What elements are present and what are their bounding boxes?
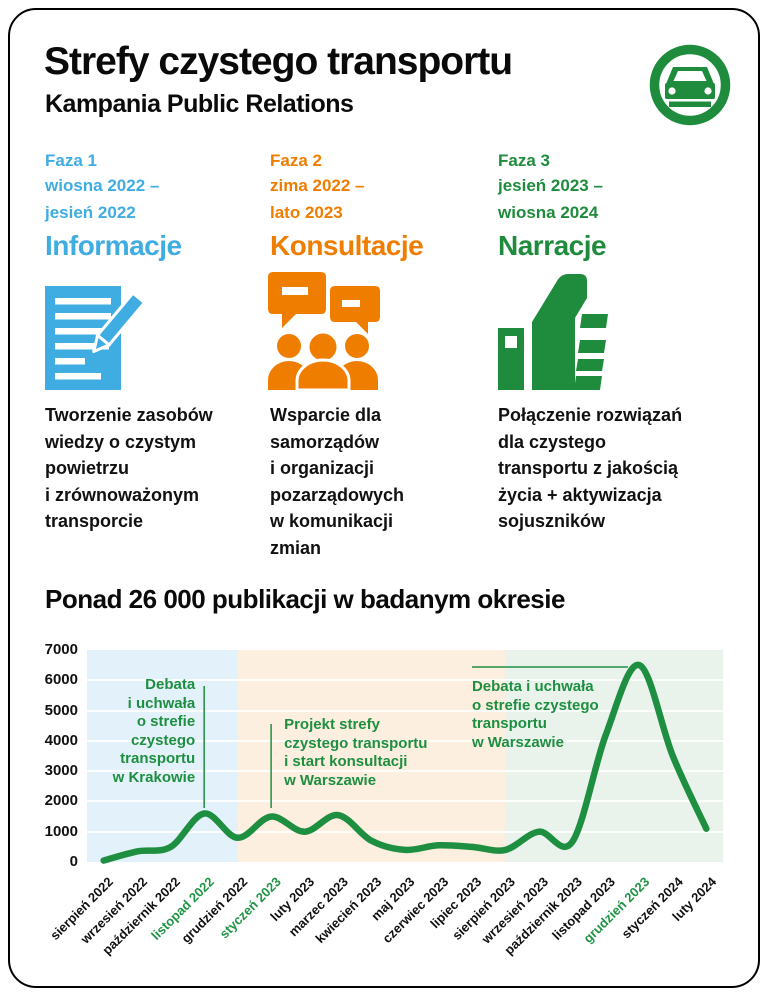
phase-3-label: Faza 3 [498, 151, 550, 170]
phase-3-description: Połączenie rozwiązań dla czystego transp… [498, 405, 683, 531]
phase-3-header: Faza 3 jesień 2023 – wiosna 2024 Narracj… [498, 150, 718, 262]
y-axis-label: 4000 [44, 731, 78, 749]
gridline [87, 709, 723, 712]
document-pencil-icon [45, 272, 151, 390]
publications-line-chart: 0 1000 2000 3000 4000 5000 6000 7000 sierpień 20… [0, 630, 768, 996]
phase-region [87, 650, 238, 862]
gridline [87, 770, 723, 773]
y-axis-label: 1000 [44, 822, 78, 840]
page-border [8, 8, 760, 988]
y-axis-label: 7000 [44, 641, 78, 658]
y-axis-label: 0 [69, 853, 78, 870]
thumb-up-icon [498, 270, 610, 390]
y-axis-label: 5000 [44, 701, 78, 719]
y-axis-label: 2000 [44, 792, 78, 810]
phase-3-period: jesień 2023 – wiosna 2024 [498, 176, 603, 222]
y-axis-label: 6000 [44, 671, 78, 689]
phase-1-description: Tworzenie zasobów wiedzy o czystym powie… [45, 405, 213, 531]
chart-annotation: Debata i uchwała o strefie czystego tran… [112, 676, 196, 786]
gridline [87, 800, 723, 803]
phase-2-name: Konsultacje [270, 230, 424, 261]
phase-1-header: Faza 1 wiosna 2022 – jesień 2022 Informa… [45, 150, 265, 262]
page-title: Strefy czystego transportu [44, 40, 513, 83]
gridline [87, 739, 723, 742]
phase-region [237, 650, 506, 862]
chart-annotation: Debata i uchwała o strefie czystego tran… [471, 678, 599, 751]
phase-2-description: Wsparcie dla samorządów i organizacji po… [270, 405, 405, 558]
trend-line [100, 661, 710, 864]
chart-canvas [100, 661, 710, 864]
car-sign-icon [645, 40, 735, 130]
phase-2-period: zima 2022 – lato 2023 [270, 176, 365, 222]
y-axis-label: 3000 [44, 762, 78, 780]
phase-2-header: Faza 2 zima 2022 – lato 2023 Konsultacje [270, 150, 490, 262]
phase-1-period: wiosna 2022 – jesień 2022 [45, 176, 160, 222]
chart-section-title: Ponad 26 000 publikacji w badanym okresi… [45, 584, 565, 614]
people-speech-bubbles-icon [266, 272, 380, 390]
phase-3-name: Narracje [498, 230, 607, 261]
phase-region [505, 650, 723, 862]
phase-1-name: Informacje [45, 230, 182, 261]
gridline [87, 830, 723, 833]
chart-annotation: Projekt strefy czystego transportu i sta… [284, 716, 428, 789]
phase-1-label: Faza 1 [45, 151, 97, 170]
gridline [87, 679, 723, 682]
page-subtitle: Kampania Public Relations [45, 90, 354, 118]
phase-2-label: Faza 2 [270, 151, 322, 170]
